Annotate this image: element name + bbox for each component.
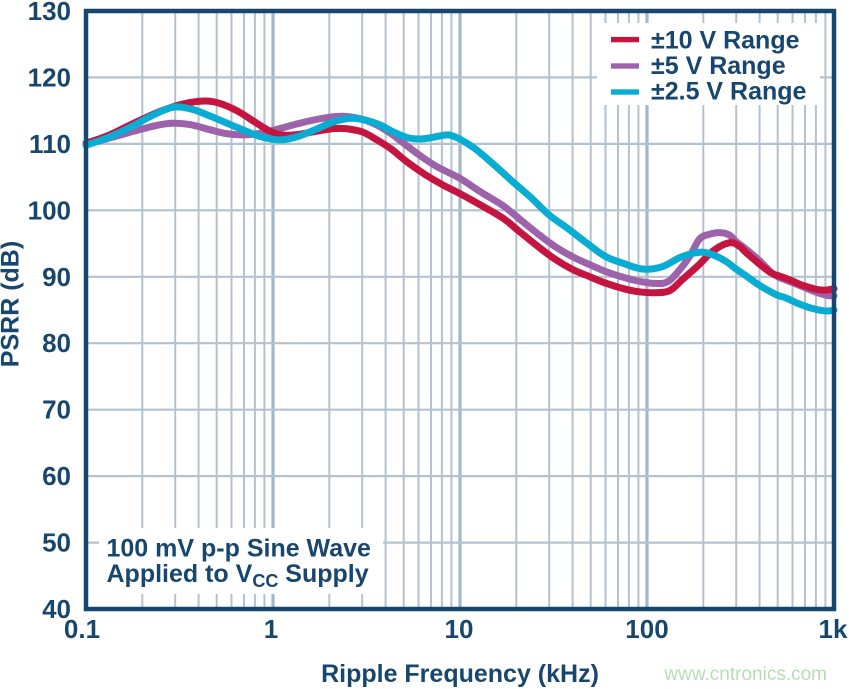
svg-text:80: 80 — [42, 328, 71, 358]
svg-text:±5 V Range: ±5 V Range — [651, 52, 786, 80]
svg-text:40: 40 — [42, 594, 71, 624]
svg-text:PSRR (dB): PSRR (dB) — [0, 241, 25, 367]
svg-text:1k: 1k — [819, 614, 848, 644]
svg-text:50: 50 — [42, 528, 71, 558]
svg-text:100 mV p-p Sine Wave: 100 mV p-p Sine Wave — [107, 535, 372, 563]
svg-text:1: 1 — [264, 614, 278, 644]
svg-text:www.cntronics.com: www.cntronics.com — [663, 664, 827, 685]
svg-text:90: 90 — [42, 262, 71, 292]
svg-text:100: 100 — [625, 614, 668, 644]
svg-text:0.1: 0.1 — [64, 614, 100, 644]
svg-text:70: 70 — [42, 395, 71, 425]
svg-text:60: 60 — [42, 461, 71, 491]
svg-text:110: 110 — [29, 129, 71, 159]
svg-text:100: 100 — [28, 195, 71, 225]
svg-text:Ripple Frequency (kHz): Ripple Frequency (kHz) — [321, 660, 599, 688]
svg-text:±10 V Range: ±10 V Range — [651, 27, 800, 55]
svg-text:130: 130 — [28, 0, 71, 26]
svg-text:±2.5 V Range: ±2.5 V Range — [651, 78, 807, 106]
svg-text:10: 10 — [445, 614, 474, 644]
svg-text:Applied to VCC Supply: Applied to VCC Supply — [107, 560, 369, 591]
svg-text:120: 120 — [28, 62, 71, 92]
